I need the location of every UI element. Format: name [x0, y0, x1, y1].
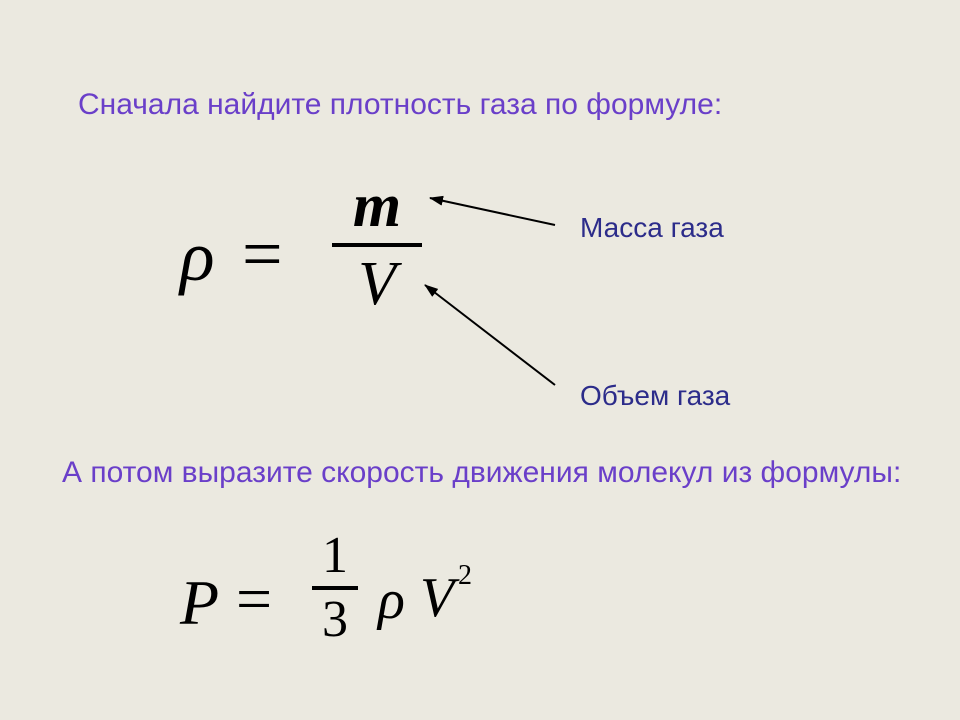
arrow-to-v-icon [425, 285, 555, 385]
label-volume: Объем газа [580, 380, 730, 412]
symbol-equals-2: = [236, 562, 272, 636]
numerator-m: m [332, 175, 422, 237]
fraction-bar [332, 243, 422, 247]
fraction-one-third: 1 3 [312, 530, 358, 646]
symbol-rho: ρ [180, 215, 215, 298]
denominator-v: V [332, 253, 422, 315]
exponent-2: 2 [458, 560, 472, 592]
arrow-to-m-icon [430, 198, 555, 225]
numerator-1: 1 [312, 530, 358, 582]
heading-density: Сначала найдите плотность газа по формул… [78, 88, 722, 122]
symbol-rho-2: ρ [378, 568, 405, 632]
fraction-bar-2 [312, 586, 358, 590]
formula-pressure: P = 1 3 ρ V 2 [180, 530, 540, 690]
symbol-equals: = [242, 213, 283, 296]
formula-density: ρ = m V [180, 175, 440, 345]
symbol-v: V [420, 566, 454, 630]
symbol-p: P [180, 566, 219, 640]
denominator-3: 3 [312, 594, 358, 646]
fraction-m-over-v: m V [332, 175, 422, 315]
label-mass: Масса газа [580, 212, 724, 244]
slide: Сначала найдите плотность газа по формул… [0, 0, 960, 720]
heading-pressure: А потом выразите скорость движения молек… [62, 456, 901, 490]
